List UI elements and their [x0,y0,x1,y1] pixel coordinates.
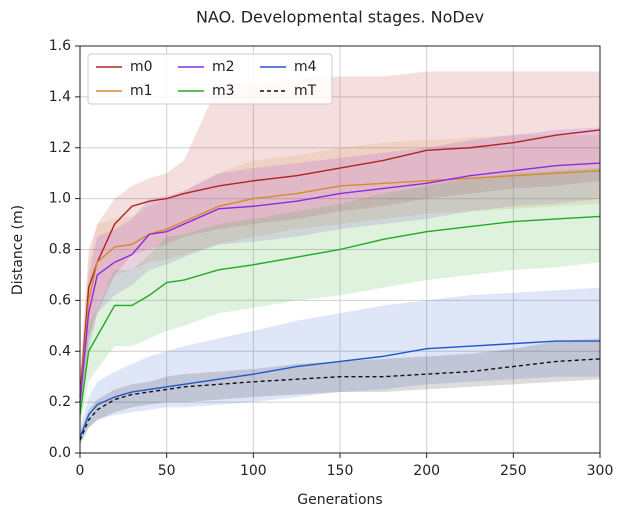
series-line [79,129,601,398]
y-tick-label: 0.0 [49,445,71,461]
legend-label: mT [294,83,317,99]
plot-frame [79,45,601,454]
x-tick-label: 150 [327,463,354,479]
legend-label: m1 [130,83,153,99]
series-line [79,215,601,415]
legend-label: m2 [212,59,235,75]
band [80,127,600,415]
y-tick-label: 1.2 [49,140,71,156]
series-line [79,340,600,438]
y-tick-label: 0.6 [49,292,71,308]
y-tick-label: 1.0 [49,191,71,207]
x-axis-label: Generations [297,492,382,508]
band [80,287,600,443]
band [80,71,600,415]
legend-label: m4 [294,59,317,75]
y-tick-label: 0.8 [49,242,71,258]
series-line [79,169,601,403]
x-tick-label: 0 [76,463,85,479]
x-tick-label: 50 [158,463,176,479]
y-tick-label: 1.6 [49,38,71,54]
series-line [79,358,601,441]
y-tick-label: 0.4 [49,343,71,359]
y-tick-label: 1.4 [49,89,71,105]
band [80,135,600,415]
y-axis-label: Distance (m) [10,205,26,295]
x-tick-label: 300 [587,463,614,479]
series-line [79,162,601,403]
legend-label: m3 [212,83,235,99]
y-tick-label: 0.2 [49,394,71,410]
x-tick-label: 100 [240,463,267,479]
chart-title: NAO. Developmental stages. NoDev [196,8,484,27]
legend-label: m0 [130,59,153,75]
x-tick-label: 200 [413,463,440,479]
band [80,338,600,446]
x-tick-label: 250 [500,463,527,479]
band [80,168,600,428]
